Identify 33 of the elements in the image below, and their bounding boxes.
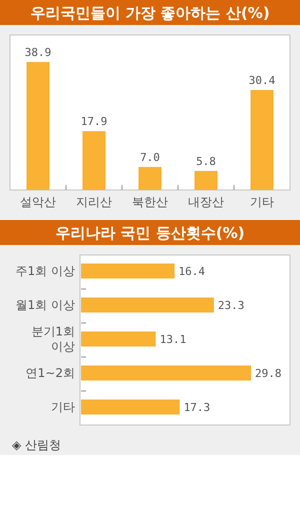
bar <box>138 166 162 190</box>
y-tick-label: 주1회 이상 <box>16 264 75 278</box>
data-label: 17.3 <box>184 401 210 414</box>
x-tick-label: 설악산 <box>20 195 56 209</box>
bar <box>26 62 50 190</box>
data-label: 17.9 <box>80 115 108 128</box>
bar <box>81 366 251 380</box>
bar <box>81 264 175 278</box>
data-label: 38.9 <box>24 46 52 59</box>
x-tick-label: 기타 <box>250 195 274 209</box>
bar <box>250 90 274 190</box>
x-tick-label: 내장산 <box>188 195 224 209</box>
chart-title: 우리나라 국민 등산횟수(%) <box>55 224 245 242</box>
data-label: 7.0 <box>140 150 160 164</box>
y-tick-label: 분기1회 이상 <box>31 324 75 354</box>
data-label: 29.8 <box>255 367 282 380</box>
data-label: 13.1 <box>160 333 186 346</box>
y-tick-label: 연1~2회 <box>26 366 75 380</box>
bar <box>81 332 156 346</box>
bar <box>81 400 180 414</box>
bar <box>82 131 106 190</box>
data-label: 16.4 <box>178 265 206 278</box>
data-label: 23.3 <box>218 299 244 312</box>
x-tick-label: 북한산 <box>132 195 168 209</box>
x-tick-label: 지리산 <box>76 195 112 209</box>
bar <box>194 170 218 190</box>
y-tick-label: 월1회 이상 <box>16 298 75 312</box>
bar <box>81 298 214 312</box>
data-label: 5.8 <box>196 154 216 168</box>
chart-title: 우리국민들이 가장 좋아하는 산(%) <box>30 4 270 22</box>
text: ◈ 산림청 <box>12 438 62 452</box>
y-tick-label: 기타 <box>51 400 75 414</box>
data-label: 30.4 <box>248 74 276 87</box>
